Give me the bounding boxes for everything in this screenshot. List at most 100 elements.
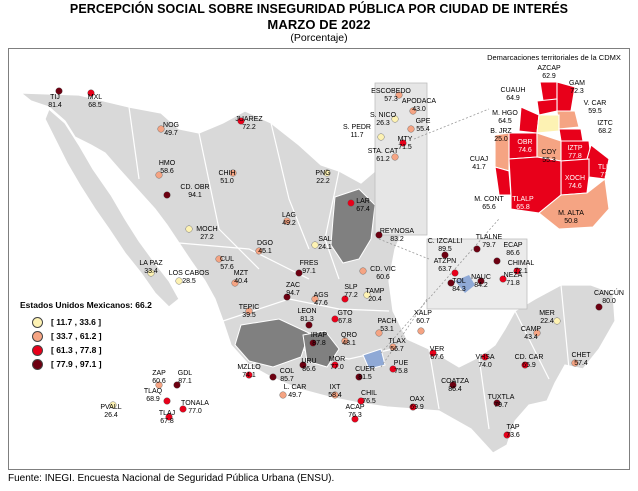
city-marker: TLALNE 79.7 (473, 234, 503, 253)
state-border (324, 170, 340, 280)
cdmx-borough-label: IZTP 77.8 (567, 145, 582, 160)
city-label: VER 67.6 (430, 346, 444, 361)
city-name: IRAP (311, 332, 328, 339)
cdmx-highlight-shape (455, 275, 475, 293)
city-name: TUXTLA (488, 394, 515, 401)
city-marker: IXT 58.4 (328, 384, 342, 399)
city-value: 74.0 (478, 362, 492, 369)
state-border (128, 106, 140, 180)
city-value: 94.7 (286, 290, 300, 297)
city-dot (351, 415, 359, 423)
legend-label: [ 77.9 , 97.1 ] (51, 359, 102, 369)
city-marker: VHSA 74.0 (475, 353, 495, 369)
city-name: PUE (394, 360, 409, 367)
city-value: 77.0 (330, 364, 344, 371)
city-marker: CHET 57.4 (571, 352, 591, 367)
city-name: TAP (506, 424, 519, 431)
city-label: S. PEDR 11.7 (343, 124, 371, 139)
city-value: 86.4 (448, 386, 462, 393)
city-dot (331, 315, 339, 323)
cdmx-borough-name: COY (541, 149, 557, 156)
city-label: PNG 22.2 (315, 170, 330, 185)
city-label: CD. VIC 60.6 (370, 266, 396, 281)
city-dot (493, 399, 501, 407)
city-value: 80.0 (602, 298, 616, 305)
cdmx-borough-label: M. HGO 64.5 (492, 110, 518, 125)
city-name: SLP (344, 284, 358, 291)
city-value: 75.8 (394, 368, 408, 375)
cdmx-borough-shape (518, 106, 540, 134)
city-name: LA PAZ (139, 260, 163, 267)
city-value: 67.6 (430, 354, 444, 361)
city-marker: OAX 69.9 (409, 396, 425, 411)
city-name: STA. CAT (368, 148, 399, 155)
city-marker: L. CAR 49.7 (279, 384, 307, 399)
city-dot (331, 361, 339, 369)
city-name: ACAP (345, 404, 364, 411)
city-dot (357, 397, 365, 405)
city-value: 67.8 (160, 418, 174, 425)
city-dot (155, 171, 163, 179)
city-label: URU 86.6 (301, 358, 316, 373)
city-dot (407, 125, 415, 133)
city-value: 76.5 (362, 398, 376, 405)
city-name: CHIMAL (508, 260, 535, 267)
city-marker: CANCÚN 80.0 (594, 288, 624, 311)
city-value: 57.3 (384, 96, 398, 103)
city-name: IXT (330, 384, 342, 391)
city-label: NAUC 84.2 (471, 274, 491, 289)
city-value: 71.8 (506, 280, 520, 287)
city-name: VHSA (475, 354, 494, 361)
cdmx-borough-value: 55.3 (542, 157, 556, 164)
city-value: 22.2 (316, 178, 330, 185)
city-dot (481, 353, 489, 361)
cdmx-borough-name: M. HGO (492, 110, 518, 117)
city-marker: LEON 81.3 (297, 308, 317, 329)
city-dot (399, 139, 407, 147)
cdmx-area-shape (362, 348, 386, 370)
city-value: 69.9 (410, 404, 424, 411)
city-marker: CHIH 51.0 (218, 169, 237, 185)
city-label: L. CAR 49.7 (284, 384, 307, 399)
land-layer (19, 82, 616, 454)
city-value: 97.1 (302, 268, 316, 275)
city-marker: GTO 67.8 (331, 310, 353, 325)
city-name: ATZPN (434, 258, 456, 265)
city-dot (87, 89, 95, 97)
legend: Estados Unidos Mexicanos: 66.2 [ 11.7 , … (20, 300, 152, 371)
cdmx-borough-label: CUAUH 64.9 (501, 87, 526, 102)
leader-lines (378, 108, 500, 368)
legend-item: [ 33.7 , 61.2 ] (20, 329, 152, 343)
city-value: 67.8 (338, 318, 352, 325)
cdmx-inset-map: AZCAP 62.9 GAM 72.3 CUAUH 64.9 M. HGO 64.5 V. CA… (470, 65, 616, 230)
city-name: C. IZCALLI (428, 238, 463, 245)
cdmx-borough-value: 74.6 (518, 147, 532, 154)
city-dot (355, 373, 363, 381)
city-name: MZLLO (237, 364, 261, 371)
city-label: CHIMAL 72.1 (508, 260, 535, 275)
city-value: 67.4 (356, 206, 370, 213)
city-name: TLAJ (159, 410, 175, 417)
city-marker: CHIL 76.5 (357, 390, 377, 405)
city-dot (311, 241, 319, 249)
city-marker: TUXTLA 79.7 (488, 394, 515, 409)
city-label: APODACA 43.0 (402, 98, 437, 113)
city-name: MTY (398, 136, 413, 143)
city-name: CD. CAR (515, 354, 544, 361)
city-value: 49.7 (288, 392, 302, 399)
city-dot (417, 327, 425, 335)
city-dot (305, 321, 313, 329)
city-name: TONALA (181, 400, 209, 407)
city-name: COATZA (441, 378, 469, 385)
city-name: TLALNE (476, 234, 503, 241)
city-label: NOG 49.7 (163, 122, 179, 137)
city-name: GPE (416, 118, 431, 125)
city-name: FRES (300, 260, 319, 267)
city-marker: STA. CAT 61.2 (368, 148, 399, 163)
city-value: 40.4 (234, 278, 248, 285)
cdmx-borough-shape (536, 114, 560, 134)
city-marker: LAR 67.4 (347, 198, 370, 213)
city-label: TIJ 81.4 (48, 94, 62, 109)
city-dot (215, 255, 223, 263)
city-value: 72.1 (514, 268, 528, 275)
